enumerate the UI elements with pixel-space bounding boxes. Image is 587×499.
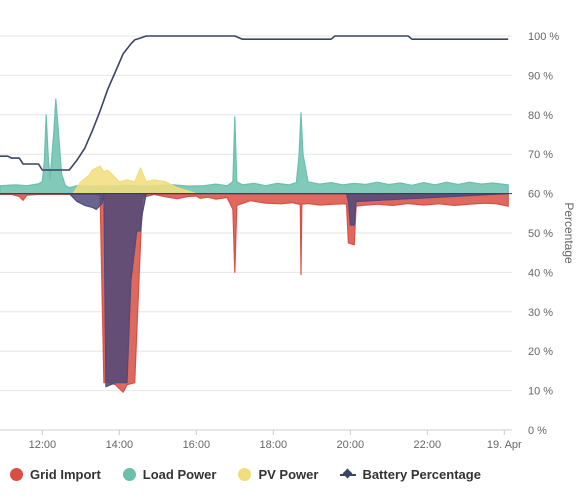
y-tick-label: 0 %: [528, 425, 547, 437]
series-area-load-power[interactable]: [0, 98, 509, 195]
y-axis-right: 0 % 10 % 20 % 30 % 40 % 50 % 60 % 70 % 80 % 90 % 1…: [528, 31, 559, 437]
y-tick-label: 10 %: [528, 386, 553, 398]
x-axis: 12:00 14:00 16:00 18:00 20:00 22:00 19. Apr: [0, 429, 522, 451]
y-tick-label: 20 %: [528, 346, 553, 358]
grid-import-dot-icon: [10, 468, 23, 481]
pv-power-dot-icon: [238, 468, 252, 481]
legend-item-battery-percentage[interactable]: Battery Percentage: [340, 467, 481, 482]
legend: Grid Import Load Power PV Power Battery …: [10, 467, 503, 482]
y-tick-label: 100 %: [528, 31, 559, 43]
legend-label: PV Power: [258, 467, 319, 482]
legend-label: Load Power: [142, 467, 217, 482]
y-tick-label: 70 %: [528, 149, 553, 161]
x-tick-label: 16:00: [183, 439, 211, 451]
x-tick-label: 14:00: [106, 439, 134, 451]
series-area-grid-import[interactable]: [0, 193, 509, 393]
x-tick-label: 19. Apr: [487, 439, 522, 451]
legend-label: Battery Percentage: [362, 467, 481, 482]
y-axis-title: Percentage: [562, 202, 576, 264]
gridlines: [0, 35, 512, 431]
series-area-pv-power[interactable]: [0, 165, 509, 195]
battery-line-diamond-icon: [340, 468, 357, 481]
y-tick-label: 50 %: [528, 228, 553, 240]
y-tick-label: 40 %: [528, 267, 553, 279]
x-tick-label: 20:00: [337, 439, 365, 451]
series-line-battery-percentage[interactable]: [0, 35, 509, 171]
legend-item-grid-import[interactable]: Grid Import: [10, 467, 101, 482]
y-tick-label: 80 %: [528, 110, 553, 122]
series-area-battery-discharge[interactable]: [0, 193, 509, 388]
x-tick-label: 18:00: [260, 439, 288, 451]
legend-label: Grid Import: [30, 467, 101, 482]
x-tick-label: 22:00: [414, 439, 442, 451]
y-tick-label: 90 %: [528, 70, 553, 82]
x-tick-label: 12:00: [29, 439, 57, 451]
load-power-dot-icon: [122, 468, 136, 481]
legend-item-load-power[interactable]: Load Power: [122, 467, 217, 482]
y-tick-label: 30 %: [528, 307, 553, 319]
y-tick-label: 60 %: [528, 189, 553, 201]
series-layer: [0, 35, 512, 393]
legend-item-pv-power[interactable]: PV Power: [238, 467, 318, 482]
